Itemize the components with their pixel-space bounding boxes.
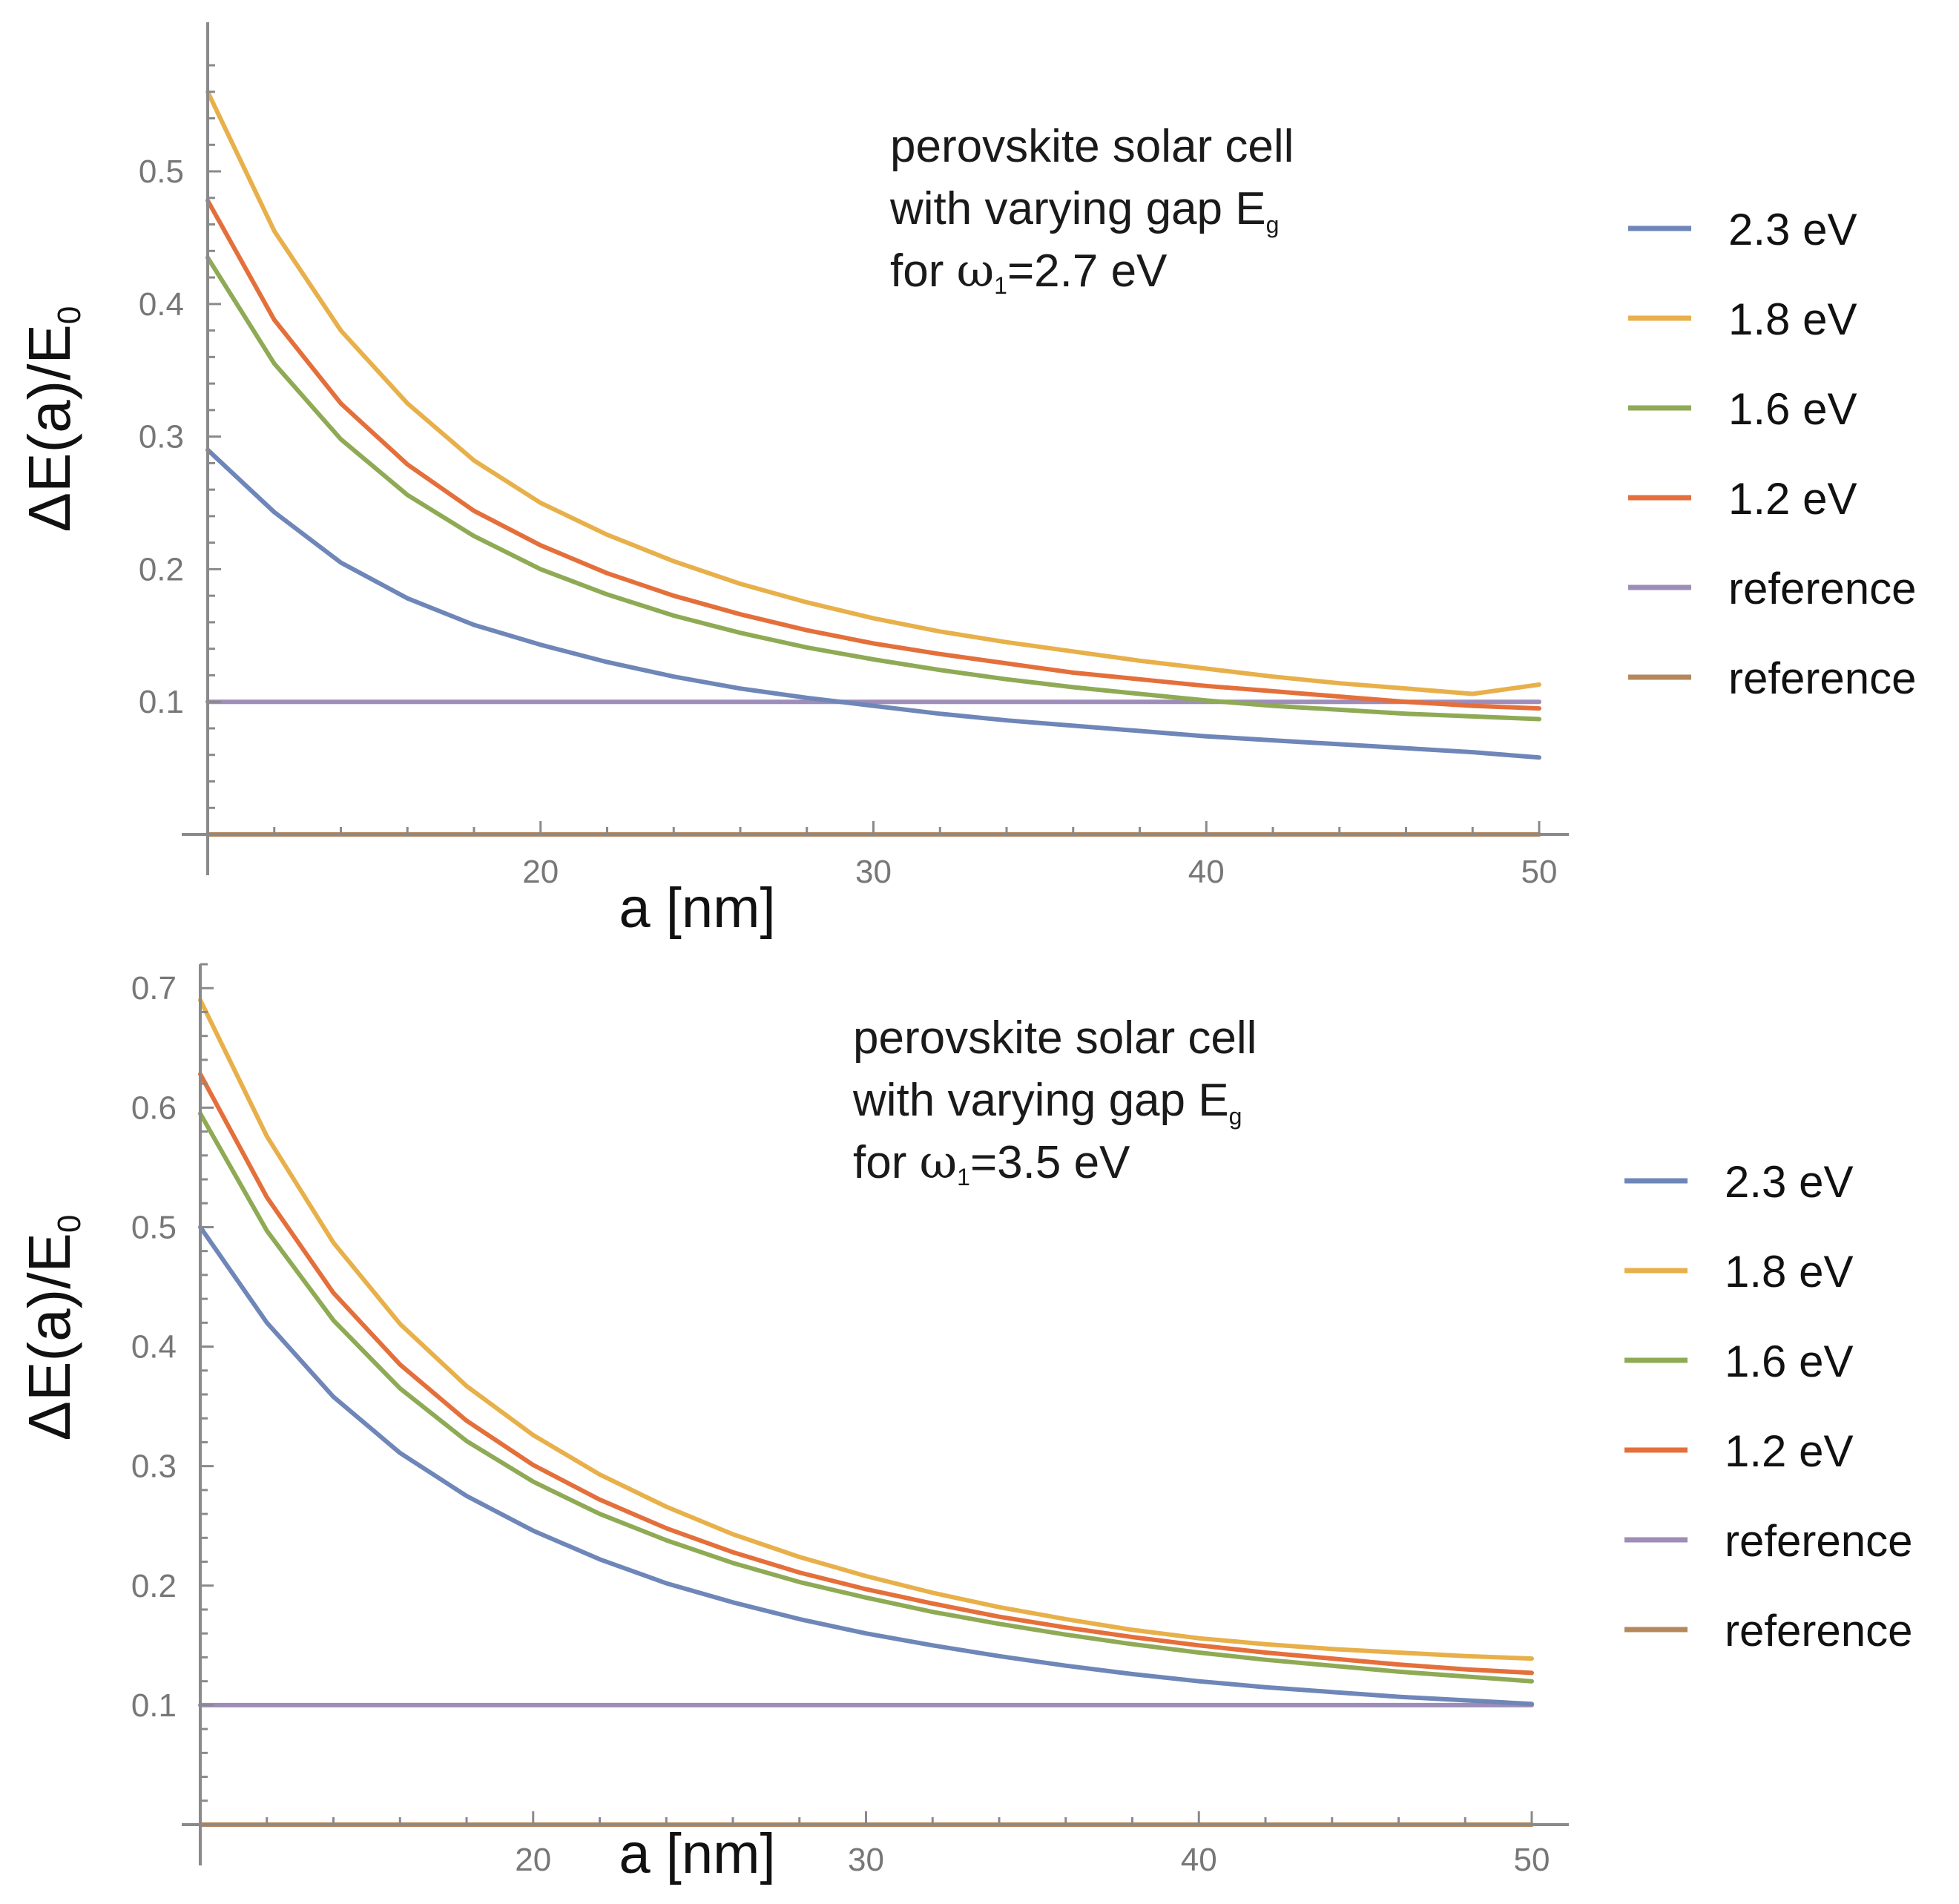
series-line-0 — [205, 447, 1541, 760]
x-tick-label: 50 — [1521, 854, 1558, 890]
y-tick-label: 0.6 — [131, 1090, 177, 1126]
legend-label: 1.2 eV — [1725, 1426, 1853, 1476]
x-tick-label: 50 — [1514, 1842, 1550, 1878]
annotation-top: perovskite solar cell with varying gap E… — [889, 121, 1294, 299]
y-tick-label: 0.1 — [131, 1687, 177, 1724]
x-tick-label: 40 — [1181, 1842, 1217, 1878]
legend-label: 1.6 eV — [1725, 1337, 1853, 1386]
y-tick-label: 0.3 — [131, 1449, 177, 1485]
x-tick-label: 20 — [515, 1842, 551, 1878]
y-tick-label: 0.2 — [139, 551, 184, 587]
legend-label: reference — [1728, 564, 1916, 613]
x-axis-label-top: a [nm] — [619, 877, 775, 940]
chart-bottom: 20 30 40 50 0.1 0.2 0.3 0.4 0.5 0.6 0.7 perovskite… — [16, 963, 1912, 1885]
annotation-line-3: for ω1=3.5 eV — [853, 1135, 1130, 1190]
y-tick-label: 0.5 — [139, 154, 184, 190]
y-axis-label-top: ΔE(a)/E0 — [16, 306, 88, 533]
axes-top: 20 30 40 50 0.1 0.2 0.3 0.4 0.5 — [139, 22, 1569, 890]
series-line-1 — [198, 998, 1534, 1661]
y-axis-label-bottom: ΔE(a)/E0 — [16, 1215, 88, 1441]
annotation-line-3: for ω1=2.7 eV — [890, 243, 1168, 299]
y-tick-label: 0.4 — [131, 1329, 177, 1366]
series-line-0 — [198, 1225, 1534, 1707]
x-tick-label: 30 — [848, 1842, 884, 1878]
legend-label: 1.2 eV — [1728, 474, 1857, 524]
legend-label: 2.3 eV — [1725, 1157, 1853, 1207]
y-tick-label: 0.2 — [131, 1568, 177, 1604]
y-tick-label: 0.5 — [131, 1209, 177, 1245]
x-axis-label-bottom: a [nm] — [619, 1822, 775, 1885]
chart-top: 20 30 40 50 0.1 0.2 0.3 0.4 0.5 perovskite solar… — [16, 22, 1916, 940]
y-tick-label: 0.7 — [131, 970, 177, 1007]
annotation-bottom: perovskite solar cell with varying gap E… — [852, 1012, 1257, 1190]
series-line-3 — [198, 1072, 1534, 1676]
series-line-1 — [205, 89, 1541, 696]
legend-label: 1.8 eV — [1728, 294, 1857, 344]
annotation-line-1: perovskite solar cell — [890, 121, 1294, 172]
y-tick-label: 0.1 — [139, 684, 184, 720]
legend-label: reference — [1725, 1516, 1912, 1566]
y-tick-label: 0.3 — [139, 419, 184, 455]
axes-bottom: 20 30 40 50 0.1 0.2 0.3 0.4 0.5 0.6 0.7 — [131, 963, 1569, 1878]
legend-label: 1.6 eV — [1728, 384, 1857, 434]
x-tick-label: 30 — [855, 854, 892, 890]
series-line-3 — [205, 198, 1541, 711]
annotation-line-2: with varying gap Eg — [852, 1075, 1242, 1130]
series-line-2 — [198, 1111, 1534, 1684]
x-tick-label: 40 — [1188, 854, 1225, 890]
series-line-2 — [205, 255, 1541, 722]
x-tick-label: 20 — [522, 854, 559, 890]
legend-label: reference — [1725, 1606, 1912, 1656]
legend-bottom: 2.3 eV 1.8 eV 1.6 eV 1.2 eV reference referen… — [1624, 1157, 1912, 1656]
annotation-line-2: with varying gap Eg — [889, 183, 1279, 238]
legend-label: 1.8 eV — [1725, 1247, 1853, 1297]
legend-label: 2.3 eV — [1728, 205, 1857, 254]
annotation-line-1: perovskite solar cell — [853, 1012, 1257, 1064]
y-tick-label: 0.4 — [139, 286, 184, 323]
plot-area-top — [205, 89, 1541, 837]
legend-label: reference — [1728, 653, 1916, 703]
legend-top: 2.3 eV 1.8 eV 1.6 eV 1.2 eV reference referen… — [1628, 205, 1916, 703]
